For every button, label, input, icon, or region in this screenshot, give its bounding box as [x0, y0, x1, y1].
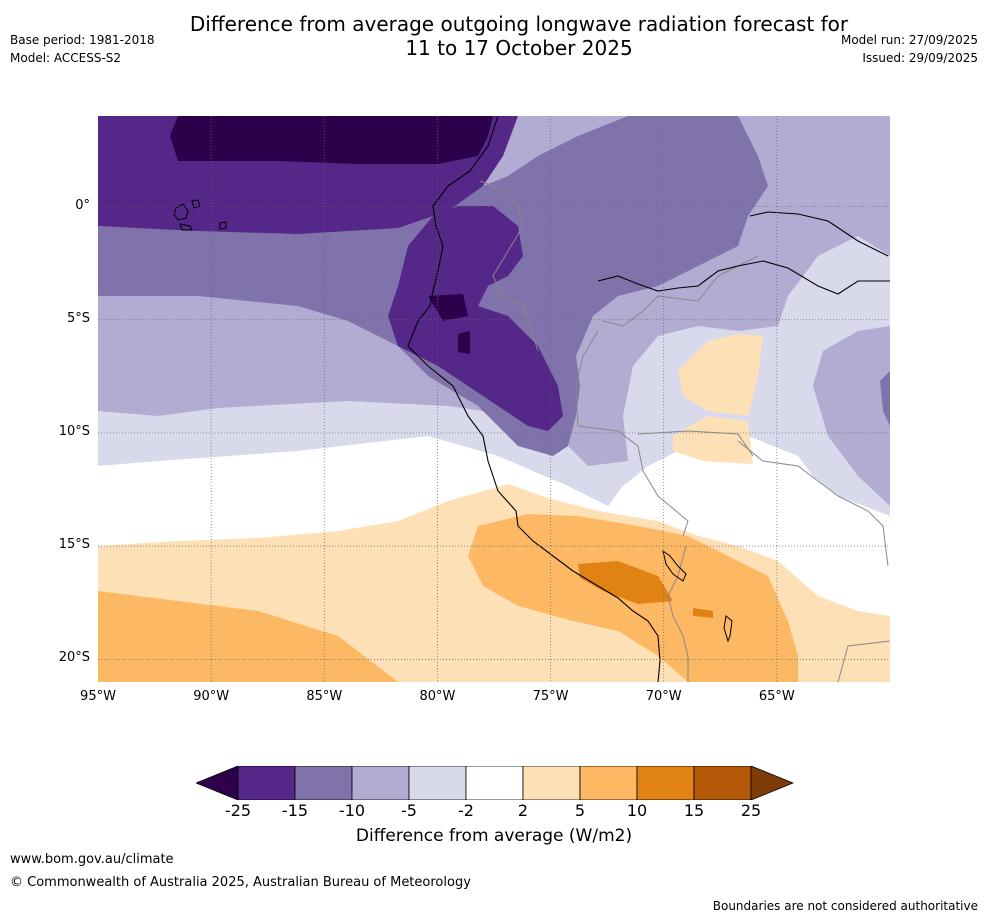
y-tick-label: 15°S: [58, 537, 90, 553]
colorbar: [196, 766, 794, 800]
x-tick-label: 70°W: [645, 689, 682, 704]
anomaly-map: [98, 116, 890, 682]
footer-url[interactable]: www.bom.gov.au/climate: [10, 852, 174, 867]
x-tick-label: 95°W: [80, 689, 116, 704]
model-run: Model run: 27/09/2025: [840, 33, 978, 47]
galapagos-islands: [173, 199, 227, 231]
band-lavender-east: [813, 326, 890, 506]
colorbar-cell: [408, 766, 467, 800]
colorbar-cell: [693, 766, 752, 800]
model-name: Model: ACCESS-S2: [10, 51, 122, 65]
y-tick-label: 0°: [75, 197, 90, 213]
x-tick-label: 75°W: [532, 689, 569, 704]
colorbar-arrow-low: [196, 766, 239, 800]
colorbar-tick-label: 2: [517, 801, 529, 820]
colorbar-cell: [522, 766, 581, 800]
colorbar-cell: [579, 766, 638, 800]
issued-date: Issued: 29/09/2025: [862, 51, 978, 65]
band-dark-orange-small: [693, 608, 713, 618]
y-tick-label: 10°S: [58, 423, 90, 439]
colorbar-cell: [351, 766, 410, 800]
colorbar-tick-label: -2: [458, 801, 474, 820]
country-borders: [479, 180, 890, 682]
gridlines: [98, 116, 890, 682]
colorbar-tick-label: -5: [401, 801, 417, 820]
band-pale-orange-north: [678, 334, 763, 416]
colorbar-tick-label: 15: [683, 801, 705, 820]
band-darkest: [170, 116, 493, 164]
base-period: Base period: 1981-2018: [10, 33, 155, 47]
y-tick-label: 20°S: [58, 650, 90, 666]
colorbar-cell: [294, 766, 353, 800]
lake-poopo: [723, 615, 733, 643]
band-dark-purple-coast: [388, 206, 563, 431]
band-pale-orange-mid: [673, 416, 753, 464]
colorbar-tick-label: -15: [281, 801, 309, 820]
colorbar-tick-label: -10: [338, 801, 366, 820]
x-tick-label: 80°W: [419, 689, 456, 704]
title-line-1: Difference from average outgoing longwav…: [189, 12, 849, 36]
y-tick-label: 5°S: [66, 310, 90, 326]
band-darkest-small-2: [458, 331, 470, 354]
x-tick-label: 85°W: [306, 689, 343, 704]
band-darkest-small-1: [428, 294, 468, 321]
colorbar-cell: [636, 766, 695, 800]
x-tick-label: 90°W: [193, 689, 230, 704]
footer-copyright: © Commonwealth of Australia 2025, Austra…: [10, 875, 471, 890]
colorbar-title: Difference from average (W/m2): [355, 826, 633, 846]
colorbar-cell: [465, 766, 524, 800]
colorbar-tick-label: 25: [740, 801, 762, 820]
title-line-2: 11 to 17 October 2025: [405, 36, 633, 60]
lake-titicaca: [662, 549, 687, 582]
colorbar-arrow-high: [750, 766, 794, 800]
coastline-north: [597, 211, 890, 295]
colorbar-tick-label: 10: [626, 801, 648, 820]
footer-note: Boundaries are not considered authoritat…: [712, 899, 978, 913]
band-dark-orange: [578, 561, 673, 604]
colorbar-tick-label: 5: [574, 801, 586, 820]
coastline-west: [407, 116, 661, 682]
colorbar-cell: [237, 766, 296, 800]
band-medium-purple-east: [880, 371, 890, 426]
chart-title: Difference from average outgoing longwav…: [0, 12, 988, 60]
x-tick-label: 65°W: [758, 689, 795, 704]
colorbar-tick-label: -25: [224, 801, 252, 820]
